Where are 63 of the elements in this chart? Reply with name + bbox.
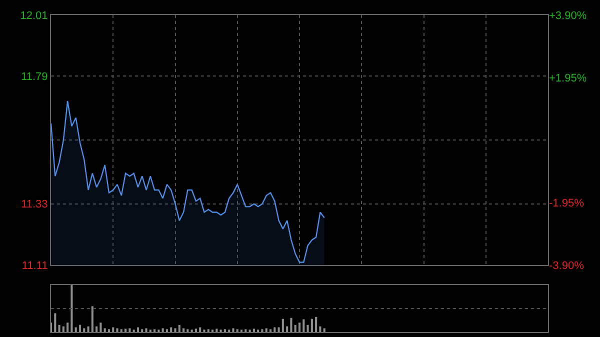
bar <box>282 318 284 332</box>
bar <box>298 322 301 332</box>
bar <box>265 328 268 332</box>
bar <box>194 328 197 332</box>
bar <box>286 326 288 332</box>
bar <box>252 328 255 332</box>
bar <box>54 313 56 332</box>
bar <box>70 285 73 332</box>
bar <box>310 318 313 332</box>
bar <box>120 329 122 332</box>
y-tick-label: 11.33 <box>21 198 48 211</box>
bar <box>274 327 276 332</box>
bar <box>306 324 309 332</box>
bar <box>66 322 69 332</box>
y2-tick-label: +3.90% <box>549 10 587 22</box>
bar <box>162 328 164 332</box>
bar <box>315 316 318 332</box>
bar <box>261 329 264 332</box>
bar <box>124 328 127 332</box>
bar <box>278 327 280 332</box>
bar <box>108 329 110 332</box>
y2-tick-label: -1.95% <box>549 197 584 210</box>
bar <box>178 324 180 332</box>
bar <box>290 318 292 332</box>
y2-tick-label: +1.95% <box>549 72 587 84</box>
bar <box>166 329 168 332</box>
bar <box>141 329 144 332</box>
bar <box>128 328 131 332</box>
bar <box>294 324 296 332</box>
bar <box>62 326 64 332</box>
bar <box>91 306 94 332</box>
bar <box>199 327 202 332</box>
bar <box>269 329 272 332</box>
bar <box>236 329 238 332</box>
bar <box>170 327 172 332</box>
bar <box>100 322 102 332</box>
bar <box>182 328 185 332</box>
y-tick-label: 12.01 <box>20 10 48 22</box>
bar <box>244 329 247 332</box>
bar <box>323 328 326 332</box>
y-tick-label: 11.11 <box>22 260 48 272</box>
bar <box>174 328 176 332</box>
bar <box>186 329 189 332</box>
bar <box>112 327 114 332</box>
bar <box>216 328 218 332</box>
bar <box>136 327 140 332</box>
bar <box>302 319 305 332</box>
bar <box>58 324 60 332</box>
y2-tick-label: -3.90% <box>549 260 584 272</box>
bar <box>319 326 322 332</box>
bar <box>232 328 234 332</box>
bar <box>74 327 77 332</box>
y-tick-label: 11.79 <box>21 70 48 83</box>
bar <box>145 328 148 332</box>
bar <box>116 328 118 332</box>
bar <box>87 326 90 332</box>
bar <box>224 329 226 332</box>
bar <box>154 329 156 332</box>
bar <box>104 328 106 332</box>
bar <box>207 329 210 332</box>
bar <box>96 326 98 332</box>
bar <box>78 324 82 332</box>
bar <box>83 328 86 332</box>
